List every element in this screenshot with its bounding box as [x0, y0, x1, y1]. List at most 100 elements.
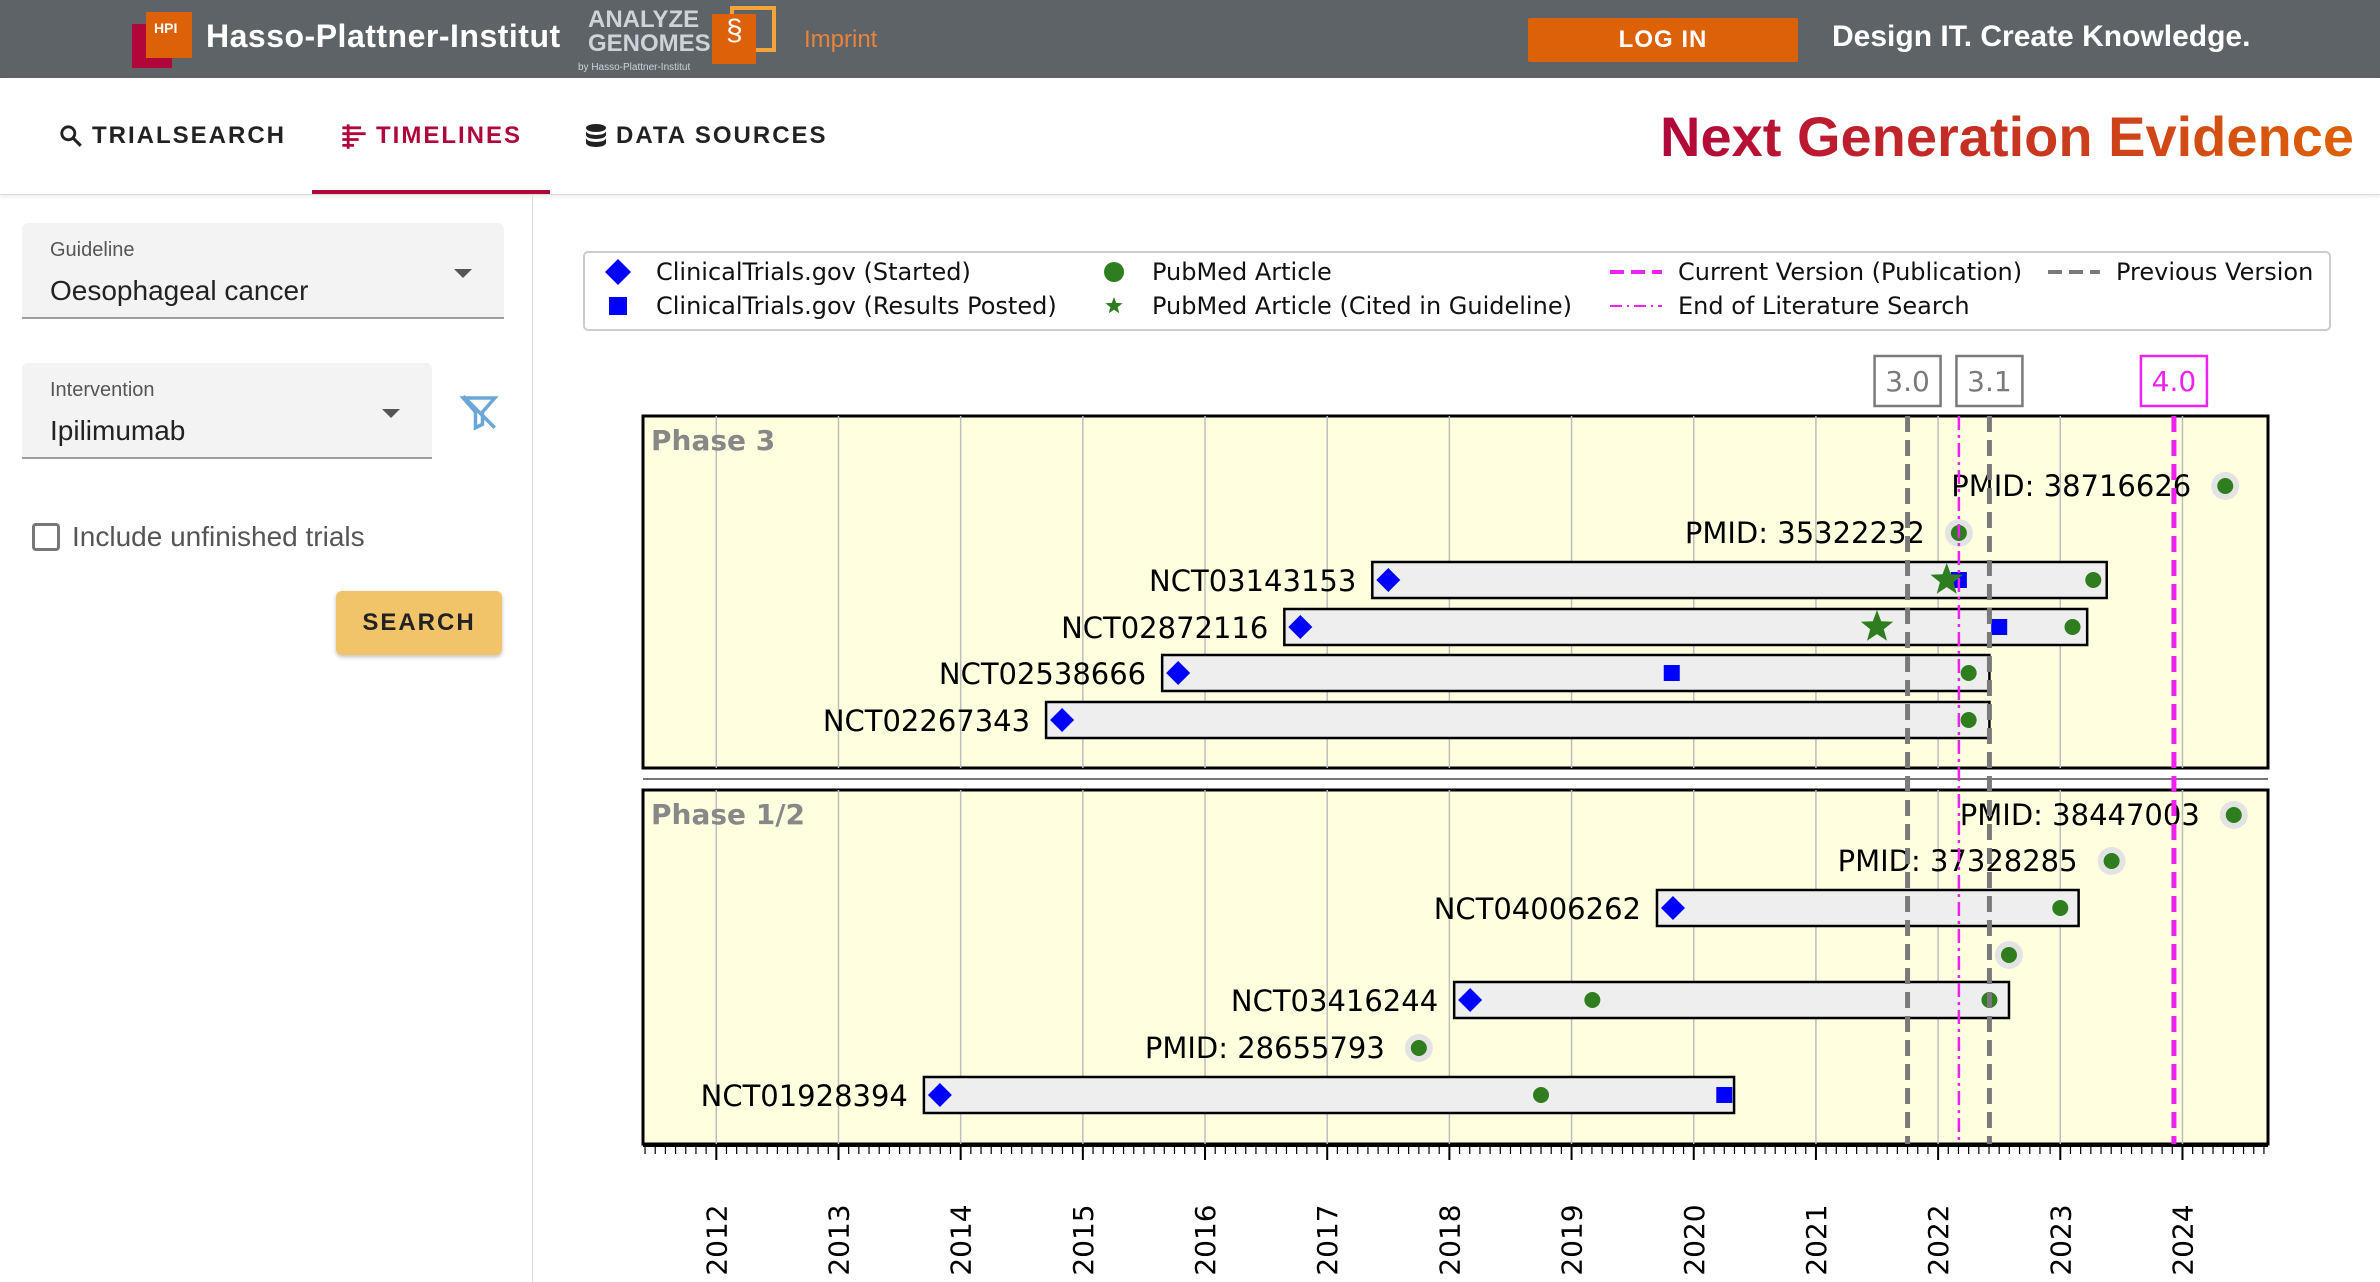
- legend-frame: [583, 251, 2331, 331]
- intervention-select[interactable]: Intervention Ipilimumab: [22, 363, 432, 459]
- active-tab-indicator: [312, 190, 550, 194]
- pmid-row: PMID: 37328285: [1838, 844, 2126, 878]
- x-axis: 2012 2013 2014 2015 2016 2017 2018 2019 2020 2021…: [643, 1145, 2268, 1276]
- clear-filter-icon[interactable]: [458, 391, 500, 433]
- pmid-row: PMID: 35322232: [1685, 516, 1973, 550]
- analyze-genomes-line2: GENOMES: [588, 30, 711, 57]
- hpi-logo[interactable]: HPI: [132, 12, 194, 68]
- legend-item: End of Literature Search: [1610, 292, 1970, 320]
- guideline-label: Guideline: [50, 239, 135, 261]
- x-tick-label: 2020: [1678, 1204, 1711, 1275]
- analyze-genomes-wordmark[interactable]: ANALYZE GENOMES: [588, 6, 711, 57]
- cited-article-marker: [1860, 610, 1894, 641]
- analyze-genomes-line1: ANALYZE: [588, 6, 700, 33]
- x-tick-label: 2018: [1433, 1204, 1466, 1275]
- tagline: Design IT. Create Knowledge.: [1832, 20, 2251, 53]
- version-box: [2139, 354, 2209, 408]
- imprint-link[interactable]: Imprint: [804, 26, 878, 53]
- login-button[interactable]: LOG IN: [1528, 18, 1798, 62]
- pmid-label: PMID: 37328285: [1838, 844, 2078, 878]
- trial-label: NCT02538666: [939, 657, 1146, 691]
- pubmed-article-marker: [2225, 807, 2242, 823]
- guideline-select[interactable]: Guideline Oesophageal cancer: [22, 223, 504, 319]
- x-tick-label: 2015: [1067, 1204, 1100, 1275]
- include-unfinished-checkbox[interactable]: [32, 523, 60, 551]
- results-posted-marker: [1663, 665, 1680, 681]
- intervention-label: Intervention: [50, 379, 155, 401]
- trial-label: NCT03143153: [1149, 564, 1356, 598]
- x-tick-label: 2023: [2044, 1204, 2077, 1275]
- trial-start-marker: [1166, 661, 1191, 685]
- legend-item: PubMed Article: [1104, 258, 1332, 286]
- pmid-row: [1994, 941, 2023, 969]
- tab-data-sources-label: DATA SOURCES: [616, 122, 828, 149]
- legend-star-marker: [1105, 297, 1123, 314]
- legend-label: ClinicalTrials.gov (Started): [656, 258, 971, 286]
- legend-item: PubMed Article (Cited in Guideline): [1105, 292, 1572, 320]
- legend-label: End of Literature Search: [1678, 292, 1970, 320]
- cited-article-marker: [1930, 563, 1963, 594]
- timeline-chart: ClinicalTrials.gov (Started) ClinicalTria…: [560, 220, 2380, 1282]
- legend-item: Previous Version: [2048, 258, 2313, 286]
- tab-trialsearch-label: TRIALSEARCH: [92, 122, 286, 149]
- pubmed-article-marker: [1410, 1040, 1427, 1056]
- pubmed-article-marker: [2085, 572, 2102, 588]
- x-tick-label: 2017: [1311, 1204, 1344, 1275]
- x-tick-label: 2022: [1922, 1204, 1955, 1275]
- version-box: [1955, 354, 2024, 408]
- trial-start-marker: [1458, 988, 1483, 1012]
- include-unfinished-toggle[interactable]: Include unfinished trials: [32, 521, 365, 553]
- dna-helix-icon: §: [726, 14, 743, 47]
- pubmed-article-marker: [1584, 992, 1601, 1008]
- x-tick-label: 2012: [700, 1204, 733, 1275]
- legend-label: ClinicalTrials.gov (Results Posted): [656, 292, 1057, 320]
- version-marker: 3.0: [1873, 354, 1942, 1144]
- x-tick-label: 2016: [1189, 1204, 1222, 1275]
- page-title: Next Generation Evidence: [1660, 105, 2355, 168]
- tab-timelines-label: TIMELINES: [376, 122, 523, 149]
- results-posted-marker: [1991, 619, 2008, 635]
- trial-row: NCT02267343: [823, 700, 1991, 740]
- trial-bar: [1044, 700, 1991, 740]
- trial-row: NCT03416244: [1231, 980, 2011, 1020]
- chevron-down-icon: [454, 269, 472, 278]
- pmid-label: PMID: 38447003: [1960, 798, 2200, 832]
- trial-bar: [1452, 980, 2011, 1020]
- trial-label: NCT02872116: [1061, 611, 1268, 645]
- timeline-chart-svg: ClinicalTrials.gov (Started) ClinicalTria…: [583, 251, 2331, 1276]
- legend-circle-marker: [1104, 262, 1124, 282]
- top-bar: HPI Hasso-Plattner-Institut ANALYZE GENO…: [0, 0, 2380, 78]
- trial-start-marker: [1376, 568, 1401, 592]
- pubmed-article-marker: [1960, 712, 1977, 728]
- trial-bar: [922, 1075, 1736, 1115]
- pubmed-article-marker: [2103, 853, 2120, 869]
- database-icon: [586, 124, 606, 147]
- trial-bar: [1371, 560, 2108, 600]
- x-tick-label: 2013: [822, 1204, 855, 1275]
- main-nav: TRIALSEARCH TIMELINES DATA SOURCES: [0, 78, 2380, 195]
- trial-row: NCT02872116: [1061, 607, 2089, 647]
- pubmed-article-marker: [1960, 665, 1977, 681]
- trial-bar: [1160, 653, 1991, 693]
- search-icon: [60, 125, 82, 147]
- legend-label: PubMed Article: [1152, 258, 1332, 286]
- org-name[interactable]: Hasso-Plattner-Institut: [206, 18, 561, 54]
- legend-diamond-marker: [605, 259, 631, 285]
- legend-label: Current Version (Publication): [1678, 258, 2022, 286]
- include-unfinished-label: Include unfinished trials: [72, 521, 365, 552]
- tab-trialsearch[interactable]: TRIALSEARCH: [58, 78, 286, 194]
- panel-title: Phase 1/2: [651, 798, 805, 831]
- trial-start-marker: [1050, 708, 1075, 732]
- chevron-down-icon: [382, 409, 400, 418]
- analyze-genomes-logo[interactable]: §: [712, 6, 778, 68]
- trial-start-marker: [1288, 615, 1313, 639]
- trial-label: NCT01928394: [701, 1079, 908, 1113]
- search-button[interactable]: SEARCH: [336, 591, 502, 655]
- trial-row: NCT04006262: [1434, 888, 2080, 928]
- pmid-label: PMID: 28655793: [1145, 1031, 1385, 1065]
- version-box: [1873, 354, 1942, 408]
- trial-label: NCT02267343: [823, 704, 1030, 738]
- tab-timelines[interactable]: TIMELINES: [340, 78, 522, 194]
- tab-data-sources[interactable]: DATA SOURCES: [584, 78, 828, 194]
